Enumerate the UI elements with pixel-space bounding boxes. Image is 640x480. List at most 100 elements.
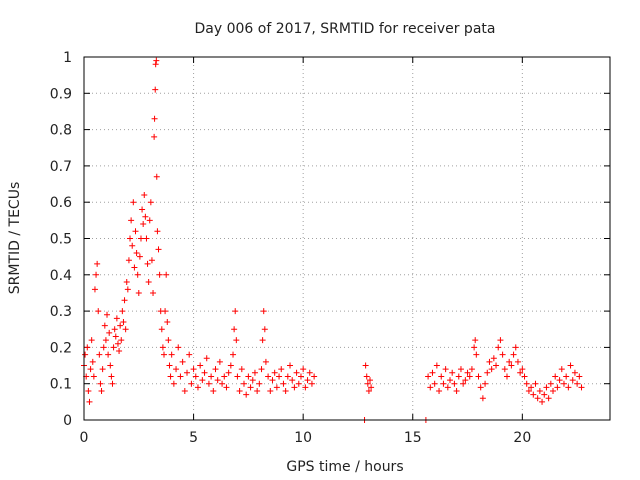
data-point bbox=[153, 173, 160, 180]
x-tick-label: 10 bbox=[294, 430, 312, 446]
data-point bbox=[280, 380, 287, 387]
data-point bbox=[144, 260, 151, 267]
data-point bbox=[364, 380, 371, 387]
data-point bbox=[214, 377, 221, 384]
grid bbox=[84, 57, 610, 420]
data-point bbox=[525, 387, 532, 394]
data-point bbox=[107, 362, 114, 369]
data-point bbox=[556, 377, 563, 384]
data-point bbox=[205, 380, 212, 387]
data-point bbox=[143, 235, 150, 242]
data-point bbox=[117, 322, 124, 329]
data-point bbox=[119, 308, 126, 315]
data-point bbox=[460, 380, 467, 387]
data-point bbox=[152, 86, 159, 93]
data-point bbox=[96, 351, 103, 358]
data-point bbox=[276, 373, 283, 380]
data-point bbox=[225, 369, 232, 376]
chart-title: Day 006 of 2017, SRMTID for receiver pat… bbox=[195, 21, 496, 37]
data-point bbox=[362, 362, 369, 369]
y-tick-label: 0.6 bbox=[50, 195, 72, 211]
data-point bbox=[227, 362, 234, 369]
data-point bbox=[267, 387, 274, 394]
data-point bbox=[133, 250, 140, 257]
data-point bbox=[427, 384, 434, 391]
data-point bbox=[108, 373, 115, 380]
data-point bbox=[137, 235, 144, 242]
data-point bbox=[464, 369, 471, 376]
data-point bbox=[517, 369, 524, 376]
data-point bbox=[453, 387, 460, 394]
data-point bbox=[128, 217, 135, 224]
data-point bbox=[203, 355, 210, 362]
data-point bbox=[486, 358, 493, 365]
data-point bbox=[147, 199, 154, 206]
data-point bbox=[503, 373, 510, 380]
data-point bbox=[101, 322, 108, 329]
data-point bbox=[569, 377, 576, 384]
data-point bbox=[534, 395, 541, 402]
data-point bbox=[433, 362, 440, 369]
data-point bbox=[221, 373, 228, 380]
data-point bbox=[179, 358, 186, 365]
data-point bbox=[550, 387, 557, 394]
data-point bbox=[99, 366, 106, 373]
data-point bbox=[106, 329, 113, 336]
data-point bbox=[201, 369, 208, 376]
data-point bbox=[265, 373, 272, 380]
data-point bbox=[287, 362, 294, 369]
data-point bbox=[150, 289, 157, 296]
data-point bbox=[273, 384, 280, 391]
data-point bbox=[563, 373, 570, 380]
data-point bbox=[302, 384, 309, 391]
data-point bbox=[123, 279, 130, 286]
data-point bbox=[269, 377, 276, 384]
data-point bbox=[86, 398, 93, 405]
data-point bbox=[181, 387, 188, 394]
data-point bbox=[97, 380, 104, 387]
data-point bbox=[508, 362, 515, 369]
data-point bbox=[105, 351, 112, 358]
data-point bbox=[141, 191, 148, 198]
data-point bbox=[129, 242, 136, 249]
data-point bbox=[94, 260, 101, 267]
data-point bbox=[131, 264, 138, 271]
data-point bbox=[186, 351, 193, 358]
data-point bbox=[245, 373, 252, 380]
axis-ticks: 0 5 10 15 20 0 0.1 0.2 0.3 0.4 0.5 0.6 0.7 0.8 0.9 1 bbox=[50, 50, 610, 446]
data-point bbox=[547, 380, 554, 387]
y-tick-label: 0.1 bbox=[50, 377, 72, 393]
data-point bbox=[231, 326, 238, 333]
data-point bbox=[127, 235, 134, 242]
data-point bbox=[254, 387, 261, 394]
data-point bbox=[532, 380, 539, 387]
data-point bbox=[223, 384, 230, 391]
y-axis-title: SRMTID / TECUs bbox=[7, 182, 23, 295]
data-point bbox=[173, 366, 180, 373]
data-point bbox=[308, 380, 315, 387]
data-point bbox=[234, 373, 241, 380]
data-point bbox=[440, 380, 447, 387]
x-axis-title: GPS time / hours bbox=[286, 459, 403, 475]
data-point bbox=[571, 369, 578, 376]
data-point bbox=[159, 344, 166, 351]
data-point bbox=[431, 380, 438, 387]
data-point bbox=[124, 286, 131, 293]
data-point bbox=[545, 395, 552, 402]
data-point bbox=[243, 391, 250, 398]
data-point bbox=[100, 344, 107, 351]
data-point bbox=[262, 358, 269, 365]
data-point bbox=[87, 366, 94, 373]
data-point bbox=[165, 337, 172, 344]
data-point bbox=[558, 366, 565, 373]
data-point bbox=[311, 373, 318, 380]
data-point bbox=[91, 286, 98, 293]
data-point bbox=[436, 387, 443, 394]
data-point bbox=[473, 351, 480, 358]
data-point bbox=[479, 395, 486, 402]
data-point bbox=[111, 326, 118, 333]
data-point bbox=[134, 271, 141, 278]
data-point bbox=[488, 366, 495, 373]
data-point bbox=[232, 308, 239, 315]
